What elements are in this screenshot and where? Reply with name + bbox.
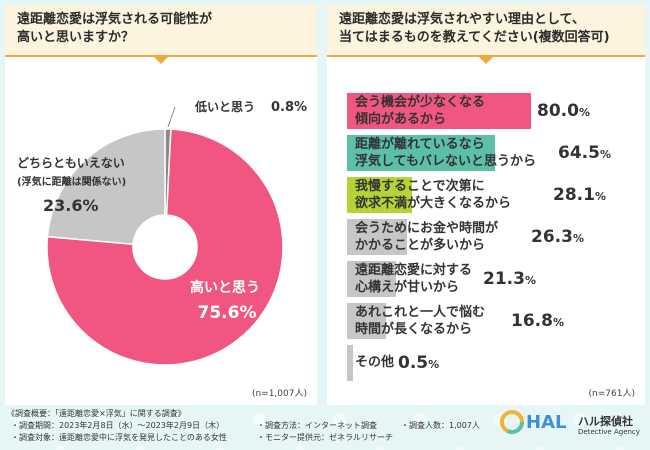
bar bbox=[347, 93, 531, 129]
left-n-note: (n=1,007人) bbox=[251, 389, 307, 399]
bar-category-label: 遠距離恋愛に対する 心構えが甘いから bbox=[355, 263, 473, 295]
logo-text: HAL bbox=[526, 412, 567, 433]
pie-slice bbox=[46, 128, 284, 366]
bar-value-unit: % bbox=[552, 316, 564, 329]
pie-leader-line bbox=[167, 106, 176, 128]
bar-value-unit: % bbox=[524, 274, 536, 287]
pie-chart: 高いと思う 75.6% どちらともいえない (浮気に距離は関係ない) 23.6% 低いと思… bbox=[17, 99, 307, 366]
survey-period: ・調査期間：2023年2月8日（水）～2023年2月9日（木） bbox=[11, 421, 225, 430]
brand-name: ハル探偵社 bbox=[578, 415, 633, 428]
bar-row: 距離が離れているなら 浮気してもバレないと思うから 64.5% bbox=[347, 135, 637, 171]
bar bbox=[347, 135, 496, 171]
brand-subtitle: Detective Agency bbox=[578, 428, 640, 436]
pie-label-low: 低いと思う bbox=[194, 99, 255, 114]
bar-row: 会う機会が少なくなる 傾向があるから 80.0% bbox=[347, 93, 637, 129]
bar-category-label: 我慢することで次第に 欲求不満が大きくなるから bbox=[355, 179, 512, 211]
bar-row: 遠距離恋愛に対する 心構えが甘いから 21.3% bbox=[347, 261, 637, 297]
survey-title: 《調査概要：「遠距離恋愛×浮気」に関する調査》 bbox=[7, 409, 186, 418]
bar-category-label: 会うためにお金や時間が かかることが多いから bbox=[355, 221, 499, 253]
bar-row: その他 0.5% bbox=[347, 345, 637, 381]
right-question-banner: 遠距離恋愛は浮気されやすい理由として、 当てはまるものを教えてください(複数回答… bbox=[327, 5, 645, 64]
bar-row: 会うためにお金や時間が かかることが多いから 26.3% bbox=[347, 219, 637, 255]
bar bbox=[347, 177, 412, 213]
bar-value-number: 16.8 bbox=[511, 311, 553, 331]
survey-provider: ・モニター提供元：ゼネラルリサーチ bbox=[257, 433, 393, 442]
pie-slice bbox=[46, 128, 166, 246]
left-question-banner: 遠距離恋愛は浮気される可能性が 高いと思いますか？ bbox=[5, 5, 317, 64]
bar bbox=[347, 345, 353, 381]
bar-value-number: 80.0 bbox=[537, 101, 579, 121]
bar-value-label: 80.0% bbox=[537, 101, 590, 121]
right-n-note: (n=761人) bbox=[588, 389, 635, 399]
bar bbox=[347, 219, 408, 255]
bar-category-label: あれこれと一人で悩む 時間が長くなるから bbox=[355, 305, 486, 337]
bar bbox=[347, 261, 396, 297]
pie-label-neutral: どちらともいえない bbox=[17, 156, 125, 170]
bar-value-number: 28.1 bbox=[553, 185, 595, 205]
bar-value-unit: % bbox=[578, 106, 590, 119]
bar bbox=[347, 303, 386, 339]
bar-value-label: 16.8% bbox=[511, 311, 564, 331]
bar-value-label: 64.5% bbox=[558, 143, 611, 163]
bar-category-label: 会う機会が少なくなる 傾向があるから bbox=[355, 95, 486, 127]
pie-value-neutral: 23.6% bbox=[43, 196, 99, 215]
left-arrow-icon bbox=[153, 56, 169, 64]
bar-value-number: 26.3 bbox=[531, 227, 573, 247]
bar-category-label: 距離が離れているなら 浮気してもバレないと思うから bbox=[355, 137, 536, 169]
pie-label-high: 高いと思う bbox=[190, 279, 260, 296]
survey-footer: 《調査概要：「遠距離恋愛×浮気」に関する調査》 ・調査期間：2023年2月8日（… bbox=[5, 408, 645, 448]
bar-value-number: 0.5 bbox=[398, 353, 429, 373]
bar-value-unit: % bbox=[572, 232, 584, 245]
bar-value-label: 28.1% bbox=[553, 185, 606, 205]
bar-category-label: その他 bbox=[355, 355, 395, 370]
bar-value-label: 0.5% bbox=[398, 353, 439, 373]
left-question: 遠距離恋愛は浮気される可能性が 高いと思いますか？ bbox=[17, 12, 213, 45]
survey-method: ・調査方法：インターネット調査 bbox=[257, 421, 377, 430]
bar-value-label: 26.3% bbox=[531, 227, 584, 247]
pie-sublabel-neutral: (浮気に距離は関係ない) bbox=[17, 175, 126, 188]
logo-icon bbox=[500, 410, 524, 434]
bar-value-label: 21.3% bbox=[483, 269, 536, 289]
left-panel: 遠距離恋愛は浮気される可能性が 高いと思いますか？ 高いと思う 75.6% どちらと… bbox=[5, 5, 317, 405]
bar-value-unit: % bbox=[599, 148, 611, 161]
bar-value-number: 64.5 bbox=[558, 143, 600, 163]
right-arrow-icon bbox=[478, 56, 494, 64]
survey-count: ・調査人数：1,007人 bbox=[401, 421, 480, 430]
survey-target: ・調査対象：遠距離恋愛中に浮気を発見したことのある女性 bbox=[11, 433, 227, 442]
right-question: 遠距離恋愛は浮気されやすい理由として、 当てはまるものを教えてください(複数回答… bbox=[339, 12, 610, 45]
bar-row: あれこれと一人で悩む 時間が長くなるから 16.8% bbox=[347, 303, 637, 339]
right-panel: 遠距離恋愛は浮気されやすい理由として、 当てはまるものを教えてください(複数回答… bbox=[327, 5, 645, 405]
bar-value-number: 21.3 bbox=[483, 269, 525, 289]
bar-value-unit: % bbox=[428, 358, 440, 371]
pie-value-low: 0.8% bbox=[271, 100, 307, 115]
bar-row: 我慢することで次第に 欲求不満が大きくなるから 28.1% bbox=[347, 177, 637, 213]
bar-value-unit: % bbox=[594, 190, 606, 203]
pie-value-high: 75.6% bbox=[198, 303, 257, 323]
